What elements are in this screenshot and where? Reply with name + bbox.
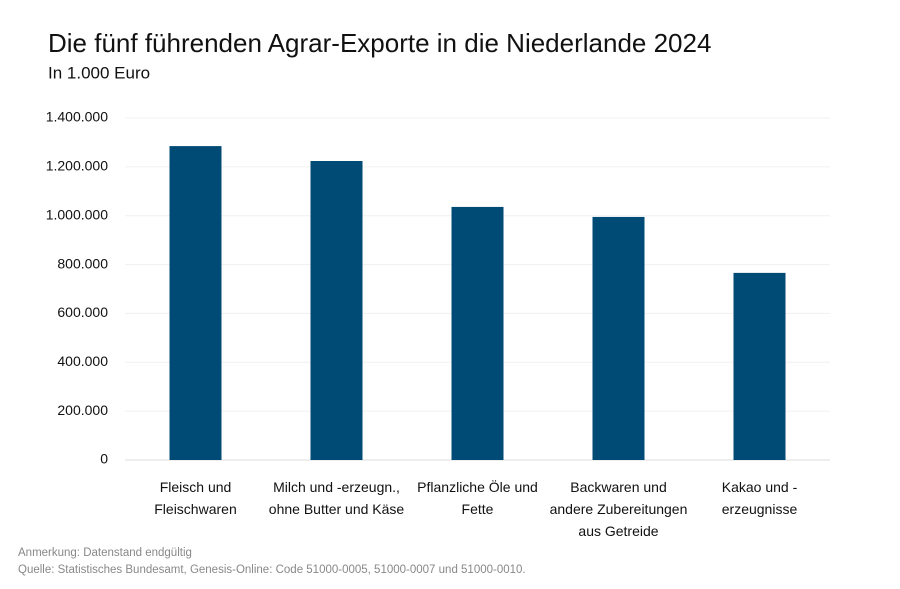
y-tick-label: 1.000.000 — [46, 206, 108, 222]
note: Anmerkung: Datenstand endgültig — [18, 547, 192, 559]
source: Quelle: Statistisches Bundesamt, Genesis… — [18, 564, 526, 576]
y-tick-label: 0 — [100, 451, 108, 467]
bar — [733, 272, 786, 460]
bar — [592, 216, 645, 460]
y-tick-label: 400.000 — [57, 353, 108, 369]
y-tick-label: 1.200.000 — [46, 158, 108, 174]
y-tick-label: 200.000 — [57, 402, 108, 418]
x-tick-label: Pflanzliche Öle und Fette — [417, 479, 538, 517]
chart-subtitle: In 1.000 Euro — [48, 63, 150, 82]
x-tick-label: Milch und -erzeugn., ohne Butter und Käs… — [268, 479, 405, 517]
y-tick-label: 800.000 — [57, 255, 108, 271]
bar — [169, 146, 222, 461]
chart-title: Die fünf führenden Agrar-Exporte in die … — [48, 28, 711, 58]
bar — [310, 160, 363, 460]
x-tick-label: Backwaren und andere Zubereitungen aus G… — [549, 479, 688, 539]
y-tick-label: 600.000 — [57, 304, 108, 320]
x-tick-label: Kakao und - erzeugnisse — [721, 479, 798, 517]
x-tick-label: Fleisch und Fleischwaren — [154, 479, 237, 517]
bar — [451, 206, 504, 460]
y-tick-label: 1.400.000 — [46, 109, 108, 125]
